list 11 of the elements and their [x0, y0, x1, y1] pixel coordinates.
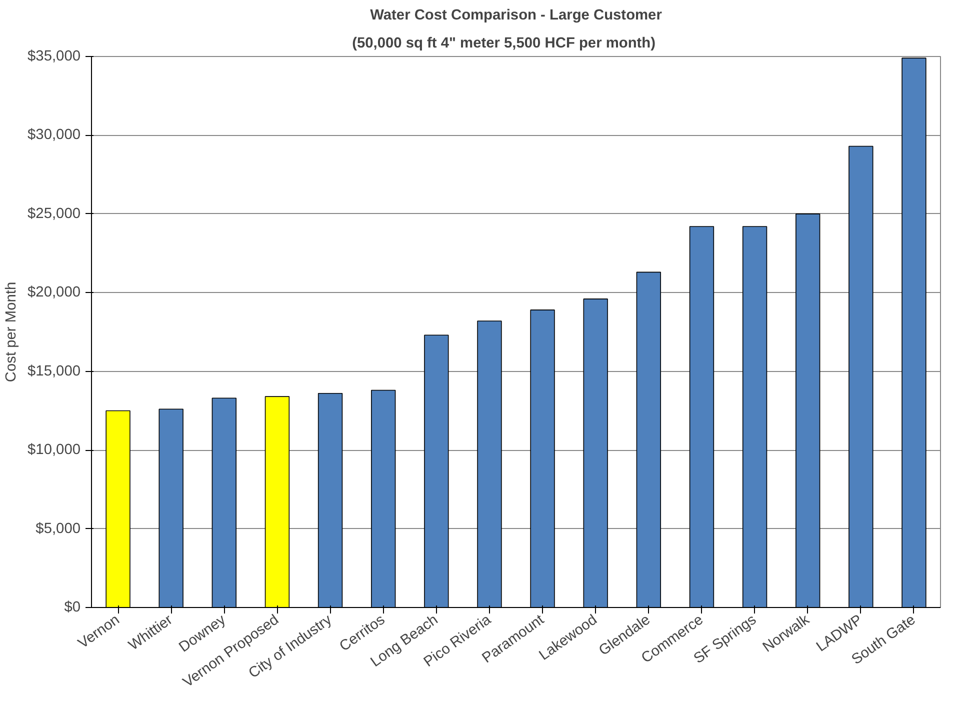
y-tick-label: $35,000 — [28, 48, 81, 64]
y-tick-label: $25,000 — [28, 206, 81, 222]
y-tick-label: $15,000 — [28, 363, 81, 380]
y-tick-label: $5,000 — [36, 520, 80, 537]
y-tick-label: $30,000 — [28, 127, 81, 144]
y-tick-label: $10,000 — [28, 442, 81, 458]
chart-title: Water Cost Comparison - Large Customer — [370, 8, 662, 24]
y-axis-title: Cost per Month — [4, 282, 20, 382]
y-tick-label: $20,000 — [28, 284, 81, 301]
y-tick-label: $0 — [64, 600, 81, 616]
chart-subtitle: (50,000 sq ft 4" meter 5,500 HCF per month) — [352, 36, 656, 52]
